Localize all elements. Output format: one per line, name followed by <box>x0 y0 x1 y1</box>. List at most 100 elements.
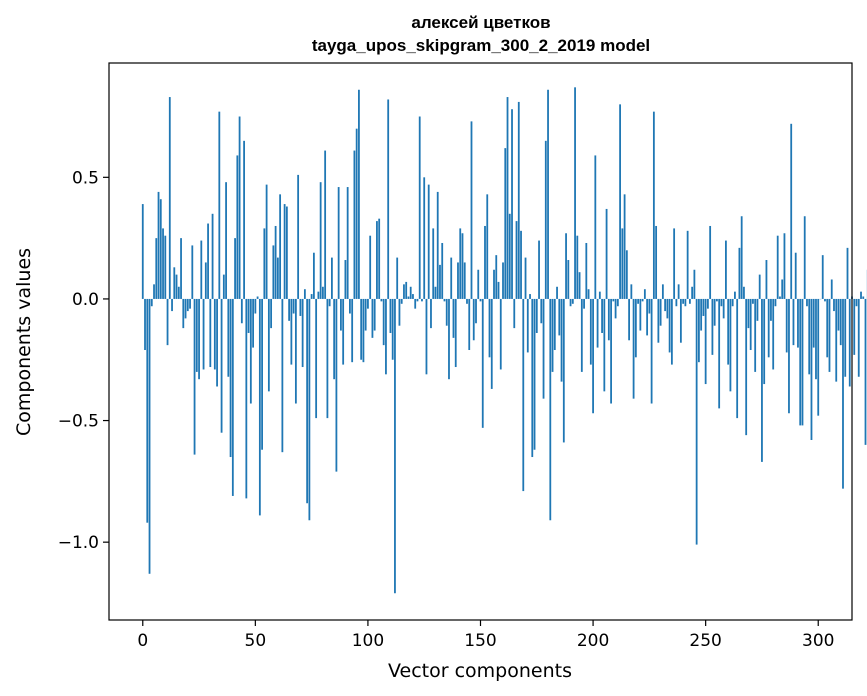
bar <box>740 216 743 299</box>
bar <box>193 298 196 455</box>
bar <box>531 298 534 458</box>
bar <box>583 298 585 309</box>
bar <box>688 298 691 304</box>
x-tick-label: 50 <box>245 631 267 651</box>
bar <box>551 298 554 372</box>
bar <box>180 238 182 299</box>
bar <box>788 298 790 414</box>
bar <box>146 298 149 523</box>
bar <box>596 298 599 348</box>
bar <box>427 184 430 299</box>
bar <box>385 298 387 375</box>
bar <box>810 298 813 440</box>
bar <box>625 250 628 299</box>
x-tick-label: 150 <box>464 631 496 651</box>
bar <box>842 298 844 489</box>
bar <box>806 298 808 307</box>
bar <box>722 298 725 319</box>
bar <box>790 123 793 299</box>
bar <box>479 298 482 302</box>
bar <box>799 298 802 426</box>
bar <box>511 109 513 299</box>
bars-group <box>141 87 867 594</box>
bar <box>623 194 626 299</box>
bar <box>463 262 466 299</box>
bar <box>155 238 158 299</box>
bar <box>281 298 284 453</box>
bar <box>299 298 302 316</box>
bar <box>168 97 171 299</box>
bar <box>668 298 671 353</box>
bar <box>781 279 784 299</box>
bar <box>200 240 203 299</box>
bar <box>801 298 804 426</box>
bar <box>643 289 646 299</box>
bar <box>141 204 144 299</box>
bar <box>270 298 273 329</box>
bar <box>144 298 146 351</box>
bar <box>484 225 486 299</box>
bar <box>558 298 561 336</box>
bar <box>470 121 473 299</box>
bar <box>727 298 730 365</box>
bar <box>351 298 354 363</box>
bar <box>229 298 232 458</box>
bar <box>601 298 603 333</box>
bar <box>718 298 721 409</box>
bar <box>373 298 376 331</box>
bar <box>585 242 588 299</box>
bar <box>405 281 408 299</box>
bar <box>567 260 570 299</box>
bar <box>661 284 664 299</box>
bar <box>209 298 212 368</box>
bar <box>646 298 649 336</box>
bar <box>407 296 410 299</box>
bar <box>666 298 669 319</box>
bar <box>767 298 770 358</box>
bar <box>362 298 365 363</box>
bar <box>288 298 291 321</box>
bar <box>231 298 234 496</box>
bar <box>506 97 509 299</box>
bar <box>394 298 396 594</box>
bar <box>403 284 405 299</box>
y-tick-label: 0.5 <box>72 168 99 188</box>
bar <box>439 264 441 299</box>
bar <box>418 116 421 299</box>
bar <box>243 140 245 299</box>
x-axis: 0 50 100 150 200 250 300 <box>137 620 834 651</box>
bar <box>378 218 381 299</box>
bar <box>783 233 786 299</box>
bar <box>472 298 475 341</box>
bar <box>824 298 826 302</box>
bar <box>227 298 230 377</box>
x-tick-label: 100 <box>352 631 384 651</box>
bar <box>772 298 775 370</box>
bar <box>294 298 297 404</box>
bar <box>166 298 169 346</box>
y-axis-label: Components values <box>13 248 35 436</box>
bar <box>254 298 257 314</box>
bar <box>355 128 358 299</box>
bar <box>817 298 820 416</box>
bar <box>716 298 718 302</box>
bar <box>691 286 694 299</box>
bar <box>245 298 248 499</box>
bar <box>340 298 342 331</box>
bar <box>738 247 741 299</box>
bar <box>448 298 450 380</box>
bar <box>234 238 236 299</box>
bar <box>344 260 347 299</box>
bar <box>529 294 531 299</box>
bar <box>342 298 345 365</box>
bar <box>153 284 155 299</box>
bar <box>517 101 520 299</box>
bar <box>679 298 682 343</box>
bar <box>779 296 781 299</box>
bar <box>574 87 576 299</box>
bar <box>833 298 835 312</box>
bar <box>211 213 214 299</box>
bar <box>745 298 748 436</box>
bar <box>711 298 714 355</box>
bar <box>321 286 324 299</box>
